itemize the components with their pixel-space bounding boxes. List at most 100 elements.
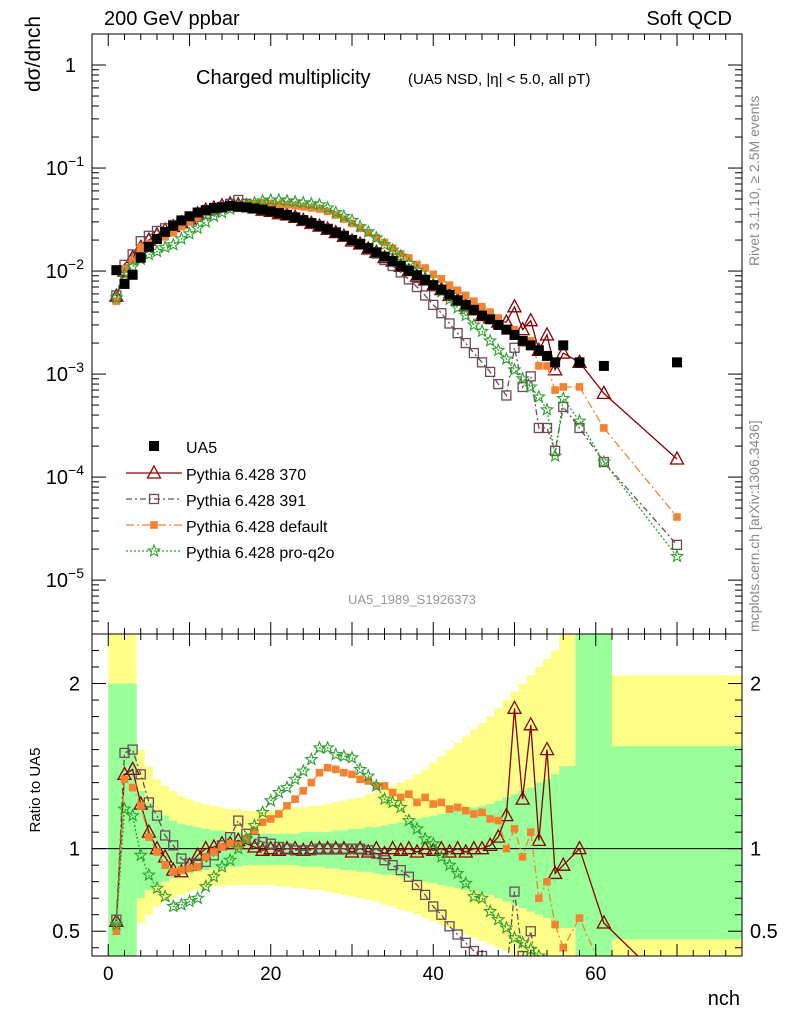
- uncertainty-band-inner: [120, 683, 129, 956]
- data-point: [388, 788, 397, 797]
- data-point: [450, 840, 466, 855]
- data-point: [148, 493, 160, 505]
- data-point: [562, 955, 564, 956]
- data-point: [152, 233, 162, 244]
- y-tick-label: 1: [65, 55, 76, 77]
- data-point: [208, 202, 219, 213]
- data-point: [143, 241, 154, 252]
- data-point: [168, 220, 179, 231]
- uncertainty-band-inner: [331, 830, 340, 869]
- data-point: [136, 801, 145, 810]
- data-point: [352, 761, 368, 776]
- data-point: [206, 869, 222, 883]
- data-point: [356, 775, 364, 784]
- data-point: [146, 543, 162, 558]
- uncertainty-band-inner: [380, 825, 389, 876]
- data-point: [363, 243, 374, 254]
- data-point: [428, 901, 439, 912]
- uncertainty-band-inner: [136, 790, 145, 899]
- data-point: [210, 848, 218, 856]
- data-point: [185, 864, 194, 873]
- data-point: [296, 763, 311, 778]
- data-point: [281, 843, 293, 854]
- legend: UA5 Pythia 6.428 370 Pythia 6.428 391 Pythi…: [126, 440, 335, 562]
- data-point: [387, 256, 398, 267]
- data-point: [453, 803, 462, 812]
- uncertainty-band-inner: [258, 833, 267, 866]
- data-point: [558, 401, 569, 413]
- data-point: [507, 362, 522, 376]
- y-tick-base: 10: [46, 261, 68, 283]
- data-point: [314, 221, 325, 232]
- data-point: [403, 871, 415, 882]
- data-point: [338, 231, 349, 242]
- data-point: [466, 840, 482, 855]
- data-point: [669, 548, 685, 563]
- data-point: [282, 210, 292, 221]
- data-point: [493, 319, 504, 330]
- data-point: [539, 326, 555, 341]
- data-point: [501, 324, 512, 335]
- uncertainty-band-inner: [364, 827, 373, 872]
- data-point: [169, 867, 178, 876]
- data-point: [494, 314, 503, 322]
- data-point: [499, 920, 514, 935]
- data-point: [174, 897, 189, 911]
- data-point: [117, 801, 132, 816]
- data-point: [450, 865, 465, 880]
- data-point: [509, 886, 520, 897]
- data-point: [525, 340, 536, 351]
- y-tick-base: 10: [46, 158, 68, 180]
- y-tick-exponent: −5: [68, 565, 84, 581]
- data-point: [421, 793, 429, 802]
- data-point: [182, 226, 197, 240]
- data-point: [306, 218, 317, 229]
- data-point: [128, 783, 137, 792]
- data-point: [396, 793, 405, 802]
- data-point: [250, 826, 259, 835]
- uncertainty-band-inner: [595, 634, 612, 956]
- data-point: [344, 212, 360, 227]
- data-point: [242, 834, 251, 843]
- data-point: [474, 323, 490, 338]
- data-point: [112, 297, 121, 305]
- data-point: [200, 205, 211, 216]
- data-point: [515, 321, 531, 336]
- data-point: [535, 362, 543, 370]
- data-point: [559, 968, 568, 977]
- data-point: [364, 229, 373, 237]
- data-point: [518, 853, 527, 861]
- data-point: [429, 800, 438, 808]
- data-point: [127, 269, 138, 280]
- uncertainty-band-inner: [412, 818, 422, 881]
- data-point: [273, 841, 285, 853]
- data-point: [598, 360, 609, 371]
- data-point: [444, 318, 455, 329]
- data-point: [192, 207, 203, 218]
- data-point: [271, 785, 287, 799]
- data-point: [478, 302, 486, 311]
- data-point: [444, 289, 455, 300]
- data-point: [125, 808, 140, 822]
- data-point: [509, 342, 520, 353]
- data-point: [222, 852, 238, 867]
- data-point: [575, 971, 584, 980]
- data-point: [233, 815, 244, 826]
- data-point: [559, 943, 568, 952]
- data-point: [531, 948, 547, 956]
- data-point: [525, 926, 536, 937]
- data-point: [125, 761, 141, 776]
- data-point: [120, 775, 129, 784]
- data-point: [135, 769, 146, 780]
- data-point: [255, 193, 270, 207]
- data-point: [413, 798, 421, 807]
- data-point: [141, 867, 157, 882]
- data-point: [420, 274, 431, 285]
- data-point: [507, 930, 522, 944]
- uncertainty-band-inner: [356, 828, 365, 872]
- x-tick-label: 0: [103, 964, 114, 985]
- uncertainty-band-inner: [429, 815, 438, 884]
- data-point: [380, 238, 389, 247]
- data-point: [596, 384, 612, 400]
- data-point: [550, 357, 561, 368]
